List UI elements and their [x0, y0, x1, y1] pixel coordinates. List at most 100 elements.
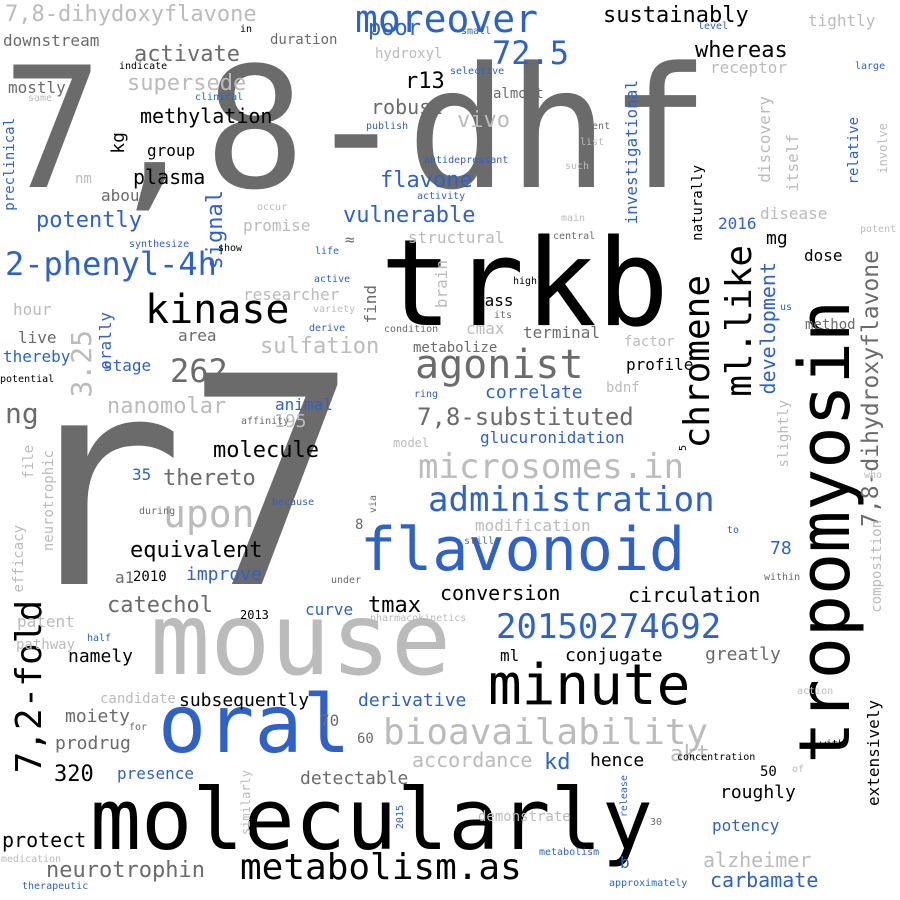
word-7-8-dihydroxyflavone: 7,8-dihydroxyflavone [858, 250, 884, 527]
word-namely: namely [68, 646, 134, 667]
word-2010: 2010 [133, 569, 167, 585]
word-promise: promise [243, 216, 311, 235]
word-antidepressant: antidepressant [424, 155, 509, 166]
word-akt: akt [670, 742, 710, 767]
word-indicate: indicate [119, 61, 168, 72]
word-ring: ring [414, 389, 439, 400]
word-whereas: whereas [695, 38, 788, 63]
word-2013: 2013 [240, 608, 269, 622]
word-duration: duration [270, 32, 338, 48]
word-method: method [805, 317, 856, 333]
word-candidate: candidate [100, 691, 176, 707]
word-320: 320 [54, 762, 94, 787]
word-model: model [393, 436, 430, 450]
word-improve: improve [186, 564, 262, 585]
word-level: level [698, 21, 729, 32]
word-30: 30 [650, 817, 663, 828]
word-kd: kd [544, 750, 571, 775]
word-hour: hour [13, 300, 52, 319]
word-b: b [620, 853, 630, 872]
word-molecule: molecule [213, 438, 319, 463]
word-find: find [361, 285, 380, 324]
word-thereby: thereby [3, 347, 71, 366]
word-equivalent: equivalent [130, 538, 263, 563]
word-pass: pass [475, 291, 514, 310]
word-trkb: trkb [380, 215, 669, 354]
word-active: active [314, 274, 351, 285]
word-metabolize: metabolize [413, 340, 498, 356]
word-synthesize: synthesize [129, 239, 190, 250]
word-circulation: circulation [628, 583, 761, 607]
word-involve: involve [876, 123, 890, 174]
word-metabolism: metabolism [539, 847, 600, 858]
word-such: such [565, 161, 590, 172]
word-7-8-dihydoxyflavone: 7,8-dihydoxyflavone [5, 2, 257, 27]
word-still: still [464, 536, 495, 547]
word-preclinical: preclinical [2, 118, 18, 211]
word-similarly: similarly [239, 770, 253, 836]
word-naturally: naturally [690, 165, 706, 241]
word-life: life [315, 246, 340, 257]
word-selective: selective [450, 66, 505, 77]
word-correlate: correlate [485, 382, 583, 403]
word-thereto: thereto [163, 466, 256, 491]
word-nm: nm [75, 171, 92, 187]
word-action: action [797, 686, 834, 697]
word-in: in [240, 24, 253, 35]
word-minute: minute [488, 653, 691, 718]
word-animal: animal [275, 395, 333, 414]
word-ng: ng [5, 397, 39, 430]
word-downstream: downstream [3, 31, 100, 50]
word-us: us [780, 302, 793, 313]
word-vulnerable: vulnerable [343, 203, 476, 228]
word-supersede: supersede [127, 71, 247, 96]
word-flavonoid: flavonoid [360, 515, 686, 585]
word-composition: composition [869, 520, 885, 613]
word-approximately: approximately [609, 878, 688, 889]
word-publish: publish [366, 121, 409, 132]
word-relative: relative [846, 117, 862, 185]
word-potential: potential [0, 374, 55, 385]
word-2015: 2015 [395, 805, 406, 830]
word-methylation: methylation [140, 104, 273, 128]
word-release: release [619, 775, 630, 818]
word-hydroxyl: hydroxyl [375, 46, 443, 62]
word-78: 78 [770, 538, 792, 559]
word-profile: profile [626, 355, 694, 374]
word-20150274692: 20150274692 [496, 607, 722, 647]
word-main: main [561, 213, 586, 224]
word-carbamate: carbamate [710, 868, 819, 892]
word-catechol: catechol [107, 593, 213, 618]
word-same: same [28, 93, 53, 104]
word-bioavailability: bioavailability [383, 712, 709, 753]
word-show: show [218, 243, 243, 254]
word-stage: stage [103, 356, 152, 375]
word-variety: variety [313, 304, 356, 315]
word-upon: upon [163, 492, 255, 536]
word-accordance: accordance [412, 748, 533, 772]
word-metabolism-as: metabolism.as [240, 847, 522, 888]
word-itself: itself [783, 134, 802, 192]
word-during: during [139, 506, 176, 517]
word-greatly: greatly [705, 644, 781, 665]
word-2-phenyl-4h: 2-phenyl-4h [5, 245, 217, 283]
word-file: file [21, 445, 37, 479]
word-60: 60 [357, 731, 374, 747]
word-nanomolar: nanomolar [107, 394, 227, 419]
word-area: area [178, 326, 217, 345]
word-moreover: moreover [355, 0, 539, 41]
word-r7: r7 [10, 316, 360, 653]
word-mouse: mouse [150, 581, 452, 698]
word-discovery: discovery [755, 96, 774, 183]
word-bdnf: bdnf [606, 380, 640, 396]
word-pharmacokinetics: pharmacokinetics [370, 613, 467, 624]
word-highly: highly [513, 276, 550, 287]
word-2016: 2016 [718, 214, 757, 233]
word-slightly: slightly [776, 400, 792, 468]
word-agent: agent [580, 121, 611, 132]
word-within: within [764, 572, 801, 583]
word-because: because [272, 497, 315, 508]
word-of: of [792, 764, 805, 775]
word-under: under [331, 575, 362, 586]
